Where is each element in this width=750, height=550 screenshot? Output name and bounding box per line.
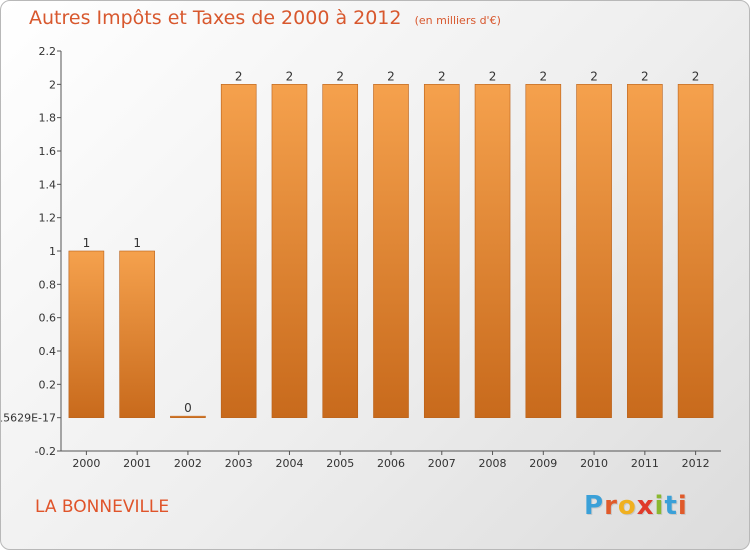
data-label-2003: 2	[235, 69, 243, 83]
y-tick-label: 2.2	[39, 45, 57, 58]
chart-title: Autres Impôts et Taxes de 2000 à 2012 (e…	[29, 7, 501, 29]
x-tick-label: 2006	[377, 457, 405, 470]
x-tick-label: 2007	[428, 457, 456, 470]
y-tick-label: 1.8	[39, 112, 57, 125]
y-tick-label: 1	[49, 245, 56, 258]
y-tick-label: 0.4	[39, 345, 57, 358]
y-tick-label: -0.2	[35, 445, 56, 458]
bar-2002	[170, 415, 206, 418]
chart-axes: -0.2 -5.55111515629E-17 0.2 0.4 0.6 0.8 1 1.2 1.…	[1, 45, 721, 470]
data-label-2011: 2	[641, 69, 649, 83]
data-label-2010: 2	[590, 69, 598, 83]
data-label-2009: 2	[539, 69, 547, 83]
bar-2007	[423, 84, 460, 418]
data-label-2005: 2	[336, 69, 344, 83]
y-tick-label: -5.55111515629E-17	[1, 412, 56, 425]
bar-2006	[373, 84, 409, 418]
x-tick-label: 2002	[174, 457, 202, 470]
bar-2001	[119, 250, 155, 418]
data-label-2012: 2	[692, 69, 700, 83]
bar-2012	[677, 84, 714, 418]
bar-2000	[68, 250, 105, 418]
logo-letter: i	[677, 491, 688, 521]
data-label-2001: 1	[133, 236, 141, 250]
bar-2009	[525, 84, 562, 418]
x-tick-label: 2008	[479, 457, 507, 470]
x-tick-label: 2001	[123, 457, 151, 470]
data-label-2006: 2	[387, 69, 395, 83]
logo-letter: r	[604, 491, 618, 521]
chart-labels: 1 1 0 2 2 2 2 2 2 2 2 2 2	[83, 69, 700, 415]
y-tick-label: 0.2	[39, 378, 57, 391]
chart-bars	[68, 84, 714, 418]
data-label-2004: 2	[286, 69, 294, 83]
y-tick-label: 1.6	[39, 145, 57, 158]
bar-2004	[271, 84, 308, 418]
data-label-2007: 2	[438, 69, 446, 83]
commune-name: LA BONNEVILLE	[35, 497, 170, 517]
proxiti-logo[interactable]: Proxiti	[584, 491, 688, 521]
y-tick-label: 1.4	[39, 178, 57, 191]
x-tick-label: 2011	[631, 457, 659, 470]
x-tick-label: 2009	[529, 457, 557, 470]
x-tick-label: 2010	[580, 457, 608, 470]
logo-letter: o	[617, 491, 637, 521]
x-tick-label: 2003	[225, 457, 253, 470]
data-label-2002: 0	[184, 401, 192, 415]
logo-letter: x	[636, 491, 655, 521]
bar-2003	[220, 84, 257, 418]
bar-2010	[576, 84, 612, 418]
logo-letter: P	[584, 491, 605, 521]
data-label-2008: 2	[489, 69, 497, 83]
x-tick-label: 2012	[682, 457, 710, 470]
logo-letter: i	[654, 491, 665, 521]
x-tick-label: 2004	[275, 457, 303, 470]
y-tick-label: 0.8	[39, 278, 57, 291]
chart-title-main: Autres Impôts et Taxes de 2000 à 2012	[29, 7, 402, 29]
logo-letter: t	[664, 491, 678, 521]
bar-2005	[322, 84, 359, 418]
chart-title-unit: (en milliers d'€)	[414, 14, 501, 27]
x-tick-label: 2000	[72, 457, 100, 470]
x-tick-label: 2005	[326, 457, 354, 470]
y-tick-label: 0.6	[39, 312, 57, 325]
data-label-2000: 1	[83, 236, 91, 250]
bar-2008	[474, 84, 511, 418]
y-tick-label: 1.2	[39, 212, 57, 225]
y-tick-label: 2	[49, 78, 56, 91]
bar-2011	[627, 84, 663, 418]
